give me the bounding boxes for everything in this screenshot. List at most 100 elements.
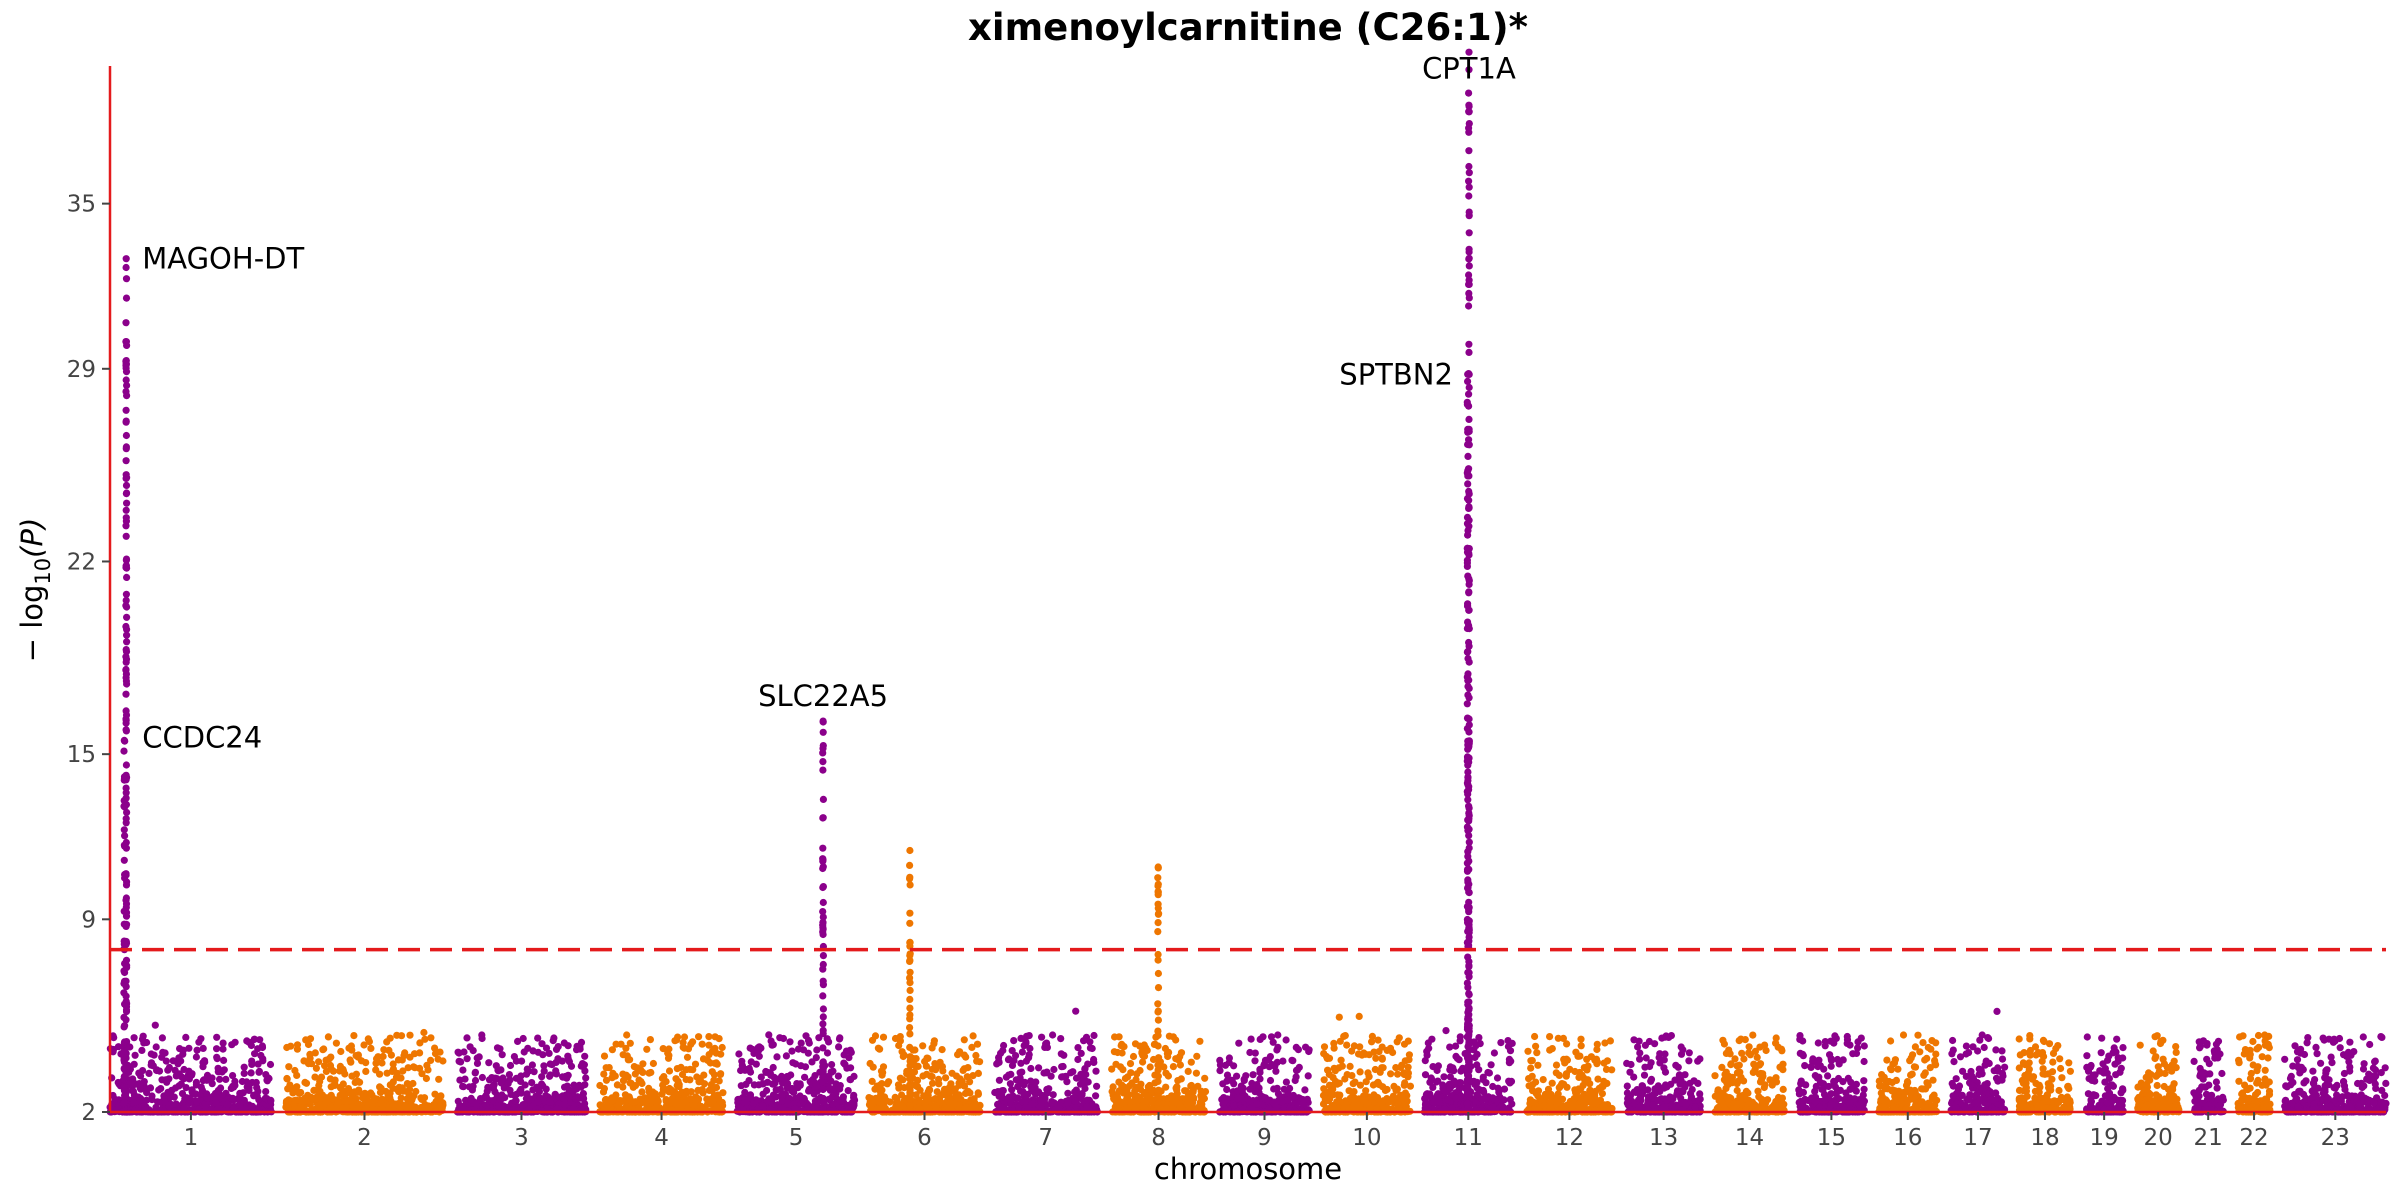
snp-point [1006,1080,1015,1088]
snp-point [1216,1061,1224,1069]
snp-point [842,1047,851,1055]
snp-point [1548,1079,1556,1087]
snp-point [1225,1058,1233,1067]
snp-point [240,1063,248,1071]
snp-point [1136,1083,1144,1091]
snp-point [300,1098,308,1106]
snp-point [677,1063,685,1071]
snp-point [158,1034,166,1042]
snp-point [172,1100,180,1108]
snp-point [150,1051,158,1059]
snp-point [407,1101,416,1109]
snp-point [214,1068,222,1076]
snp-point [786,1038,794,1046]
snp-point [1234,1095,1242,1103]
snp-point [929,1079,937,1087]
snp-point [1446,1085,1454,1093]
snp-point [1151,1079,1159,1087]
snp-point [170,1093,178,1101]
snp-point [1368,1032,1376,1040]
snp-point [1266,1096,1274,1104]
snp-point [1074,1044,1082,1052]
snp-point [1184,1067,1192,1075]
snp-point [1138,1048,1146,1056]
snp-point [193,1097,201,1105]
snp-point [1072,1074,1081,1082]
snp-point [1571,1067,1579,1076]
snp-point [765,1069,773,1077]
snp-point [355,1103,363,1111]
snp-point [418,1095,426,1103]
snp-point [1233,1072,1241,1080]
snp-point [808,1058,816,1066]
snp-point [835,1043,843,1051]
snp-point [1422,1090,1430,1099]
snp-point [581,1052,589,1060]
snp-point [1293,1099,1301,1107]
snp-point [1093,1082,1101,1090]
snp-point [1007,1097,1015,1105]
snp-point [779,1034,788,1043]
snp-point [540,1067,548,1075]
snp-point [255,1096,263,1104]
snp-point [969,1032,977,1040]
snp-point [285,1063,293,1071]
snp-point [520,1048,528,1056]
snp-point [1022,1057,1030,1065]
snp-point [836,1097,844,1105]
snp-point [185,1044,193,1052]
snp-point [199,1044,207,1052]
snp-point [151,1021,159,1029]
snp-point [808,1104,816,1112]
snp-point [192,1053,200,1061]
snp-point [1177,1075,1185,1083]
snp-point [496,1045,504,1053]
snp-point [347,1058,355,1066]
snp-point [1230,1080,1238,1088]
snp-point [876,1045,884,1053]
snp-point [326,1061,335,1070]
snp-point [169,1057,177,1065]
snp-point [482,1101,490,1109]
snp-point [339,1087,347,1095]
snp-point [643,1045,651,1053]
snp-point [435,1075,443,1083]
snp-point [1563,1040,1571,1048]
snp-point [403,1080,411,1088]
snp-point [1293,1066,1301,1074]
snp-point [130,1034,138,1042]
snp-point [695,1078,703,1086]
snp-point [362,1067,370,1075]
snp-point [485,1059,493,1067]
snp-point [193,1046,201,1054]
snp-point [304,1040,313,1049]
snp-point [1118,1081,1126,1089]
snp-point [1256,1035,1264,1043]
snp-point [1110,1095,1118,1103]
snp-point [683,1053,692,1061]
snp-point [220,1056,228,1064]
snp-point [1452,1094,1461,1102]
snp-point [425,1104,433,1112]
snp-point [1400,1040,1409,1048]
snp-point [1049,1031,1057,1039]
snp-point [540,1062,548,1070]
snp-point [1383,1104,1391,1112]
snp-point [267,1097,275,1105]
snp-point [1018,1068,1026,1076]
snp-point [1041,1043,1049,1051]
snp-point [261,1094,269,1102]
snp-point [499,1074,507,1082]
snp-point [528,1079,536,1087]
snp-point [773,1053,781,1061]
snp-point [768,1041,776,1049]
snp-point [896,1074,905,1082]
snp-point [1229,1102,1238,1110]
snp-point [473,1059,482,1067]
snp-point [1027,1064,1035,1073]
snp-point [1251,1049,1259,1057]
snp-point [416,1039,424,1047]
snp-point [1398,1095,1407,1103]
snp-point [695,1033,703,1041]
snp-point [836,1034,844,1042]
